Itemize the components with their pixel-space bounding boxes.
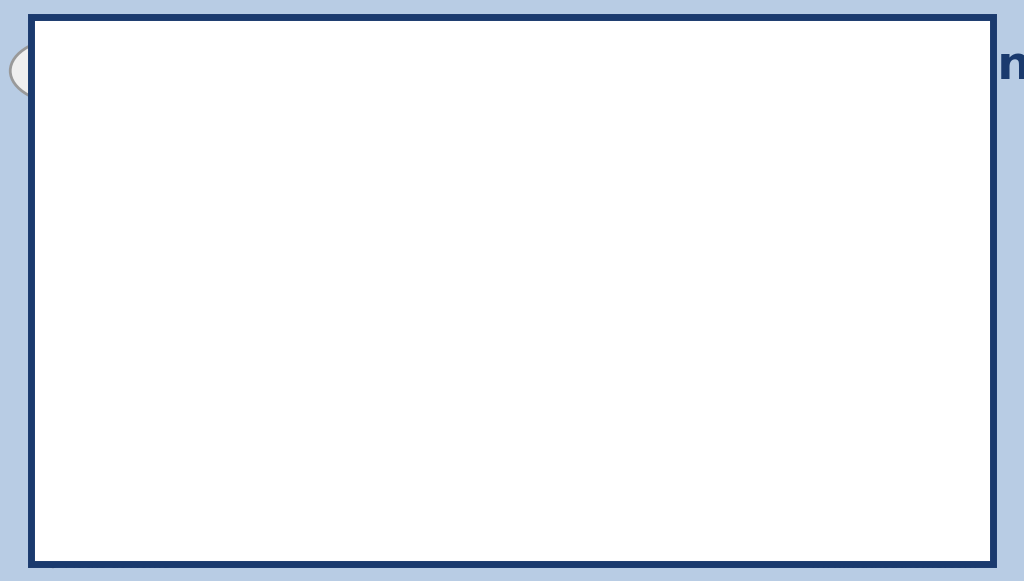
Circle shape xyxy=(10,37,129,105)
Text: $f'(x)$: $f'(x)$ xyxy=(402,339,570,422)
Text: $dx$: $dx$ xyxy=(94,392,203,474)
Text: $e$: $e$ xyxy=(676,339,727,422)
Text: $=$: $=$ xyxy=(276,344,348,417)
Text: Differentiating Exponential Functions: Differentiating Exponential Functions xyxy=(57,44,1024,89)
Text: If $y$ = $e$: If $y$ = $e$ xyxy=(169,174,311,216)
Text: $f(x)$: $f(x)$ xyxy=(773,306,853,351)
Text: MATHS: MATHS xyxy=(52,69,87,78)
Text: $f(x)$: $f(x)$ xyxy=(356,156,401,184)
Text: at home: at home xyxy=(54,78,85,87)
Text: $dy$: $dy$ xyxy=(94,285,203,372)
Text: www.mathsathome.com: www.mathsathome.com xyxy=(810,557,978,571)
Text: © Maths at Home: © Maths at Home xyxy=(46,557,170,571)
Text: $\bullet$: $\bullet$ xyxy=(616,354,643,407)
